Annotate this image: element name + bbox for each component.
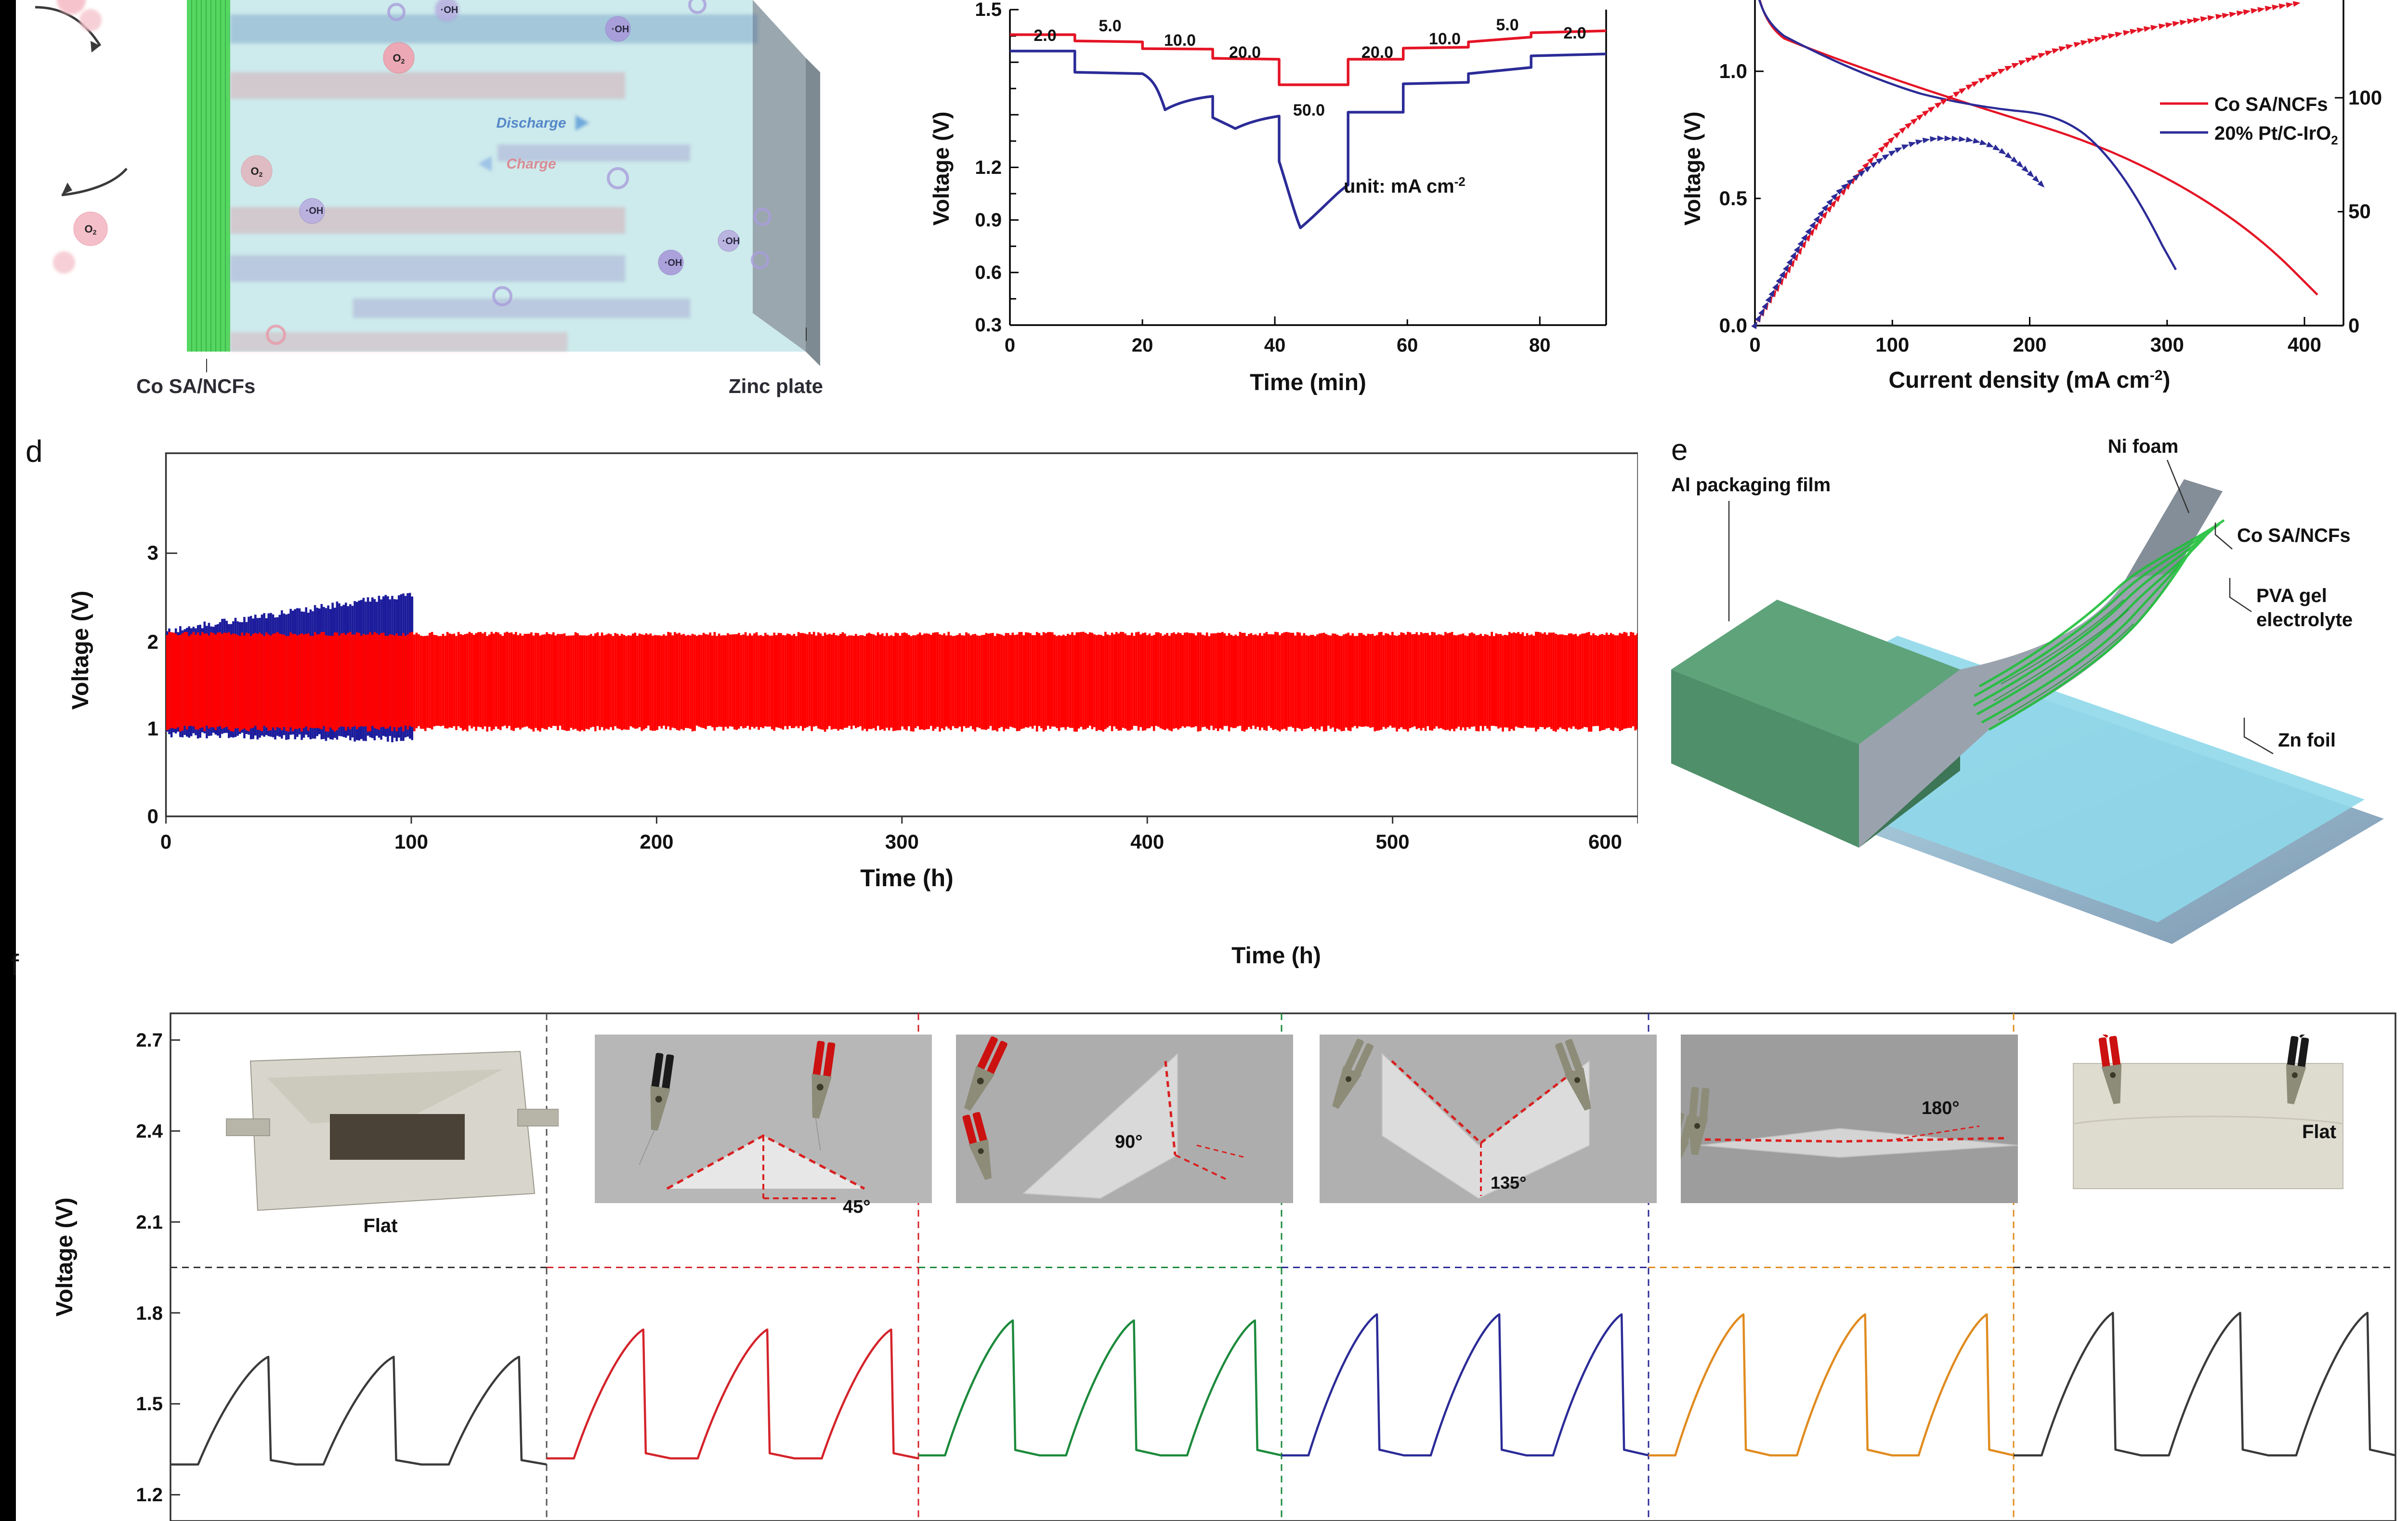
svg-text:Voltage (V): Voltage (V) — [929, 112, 954, 226]
svg-text:20.0: 20.0 — [1229, 43, 1261, 62]
svg-text:e: e — [1671, 433, 1688, 467]
svg-text:PVA gel: PVA gel — [2256, 585, 2327, 606]
svg-text:10.0: 10.0 — [1429, 30, 1461, 48]
svg-text:·OH: ·OH — [612, 24, 629, 35]
svg-text:2.0: 2.0 — [1563, 24, 1586, 42]
svg-text:20.0: 20.0 — [1361, 43, 1393, 62]
svg-text:5.0: 5.0 — [1496, 16, 1518, 34]
svg-text:1.5: 1.5 — [975, 0, 1002, 20]
svg-text:300: 300 — [2150, 333, 2184, 356]
svg-text:2.0: 2.0 — [1034, 26, 1056, 45]
svg-text:10.0: 10.0 — [1164, 31, 1196, 50]
svg-text:100: 100 — [1875, 333, 1909, 356]
svg-text:0.9: 0.9 — [975, 210, 1002, 231]
svg-text:0.6: 0.6 — [975, 262, 1002, 283]
svg-text:0: 0 — [1005, 335, 1015, 356]
svg-text:Co SA/NCFs: Co SA/NCFs — [2214, 94, 2328, 115]
svg-text:20: 20 — [1132, 335, 1153, 356]
svg-text:0.5: 0.5 — [1719, 187, 1747, 210]
svg-text:80: 80 — [1529, 335, 1551, 356]
svg-text:1.2: 1.2 — [975, 157, 1002, 178]
svg-text:electrolyte: electrolyte — [2256, 609, 2353, 630]
svg-text:1.0: 1.0 — [1719, 60, 1747, 82]
svg-text:200: 200 — [2013, 333, 2046, 356]
svg-text:Current density (mA cm-2): Current density (mA cm-2) — [1889, 367, 2171, 393]
svg-text:·OH: ·OH — [665, 258, 682, 268]
svg-text:Al packaging film: Al packaging film — [1671, 474, 1831, 496]
svg-text:0: 0 — [2348, 314, 2359, 337]
svg-text:Ni foam: Ni foam — [2108, 436, 2179, 457]
svg-text:Co SA/NCFs: Co SA/NCFs — [2237, 525, 2351, 546]
svg-text:0.3: 0.3 — [975, 315, 1002, 336]
svg-text:40: 40 — [1264, 335, 1286, 356]
svg-text:·OH: ·OH — [722, 236, 740, 247]
svg-text:unit: mA cm-2: unit: mA cm-2 — [1344, 174, 1466, 197]
svg-text:Voltage (V): Voltage (V) — [1680, 112, 1705, 226]
svg-text:60: 60 — [1397, 335, 1418, 356]
svg-text:400: 400 — [2288, 333, 2321, 356]
svg-text:20% Pt/C-IrO2: 20% Pt/C-IrO2 — [2214, 123, 2338, 147]
svg-text:Time (min): Time (min) — [1250, 370, 1366, 395]
svg-text:Zn foil: Zn foil — [2278, 730, 2336, 751]
svg-text:Discharge: Discharge — [496, 115, 566, 131]
svg-text:50.0: 50.0 — [1293, 101, 1325, 119]
svg-text:0.0: 0.0 — [1719, 314, 1747, 337]
svg-text:50: 50 — [2348, 200, 2371, 223]
svg-text:·OH: ·OH — [441, 5, 458, 15]
svg-text:0: 0 — [1749, 333, 1760, 356]
svg-text:Charge: Charge — [506, 156, 556, 172]
svg-text:5.0: 5.0 — [1099, 17, 1121, 35]
svg-text:·OH: ·OH — [306, 206, 324, 216]
svg-text:100: 100 — [2348, 86, 2382, 109]
